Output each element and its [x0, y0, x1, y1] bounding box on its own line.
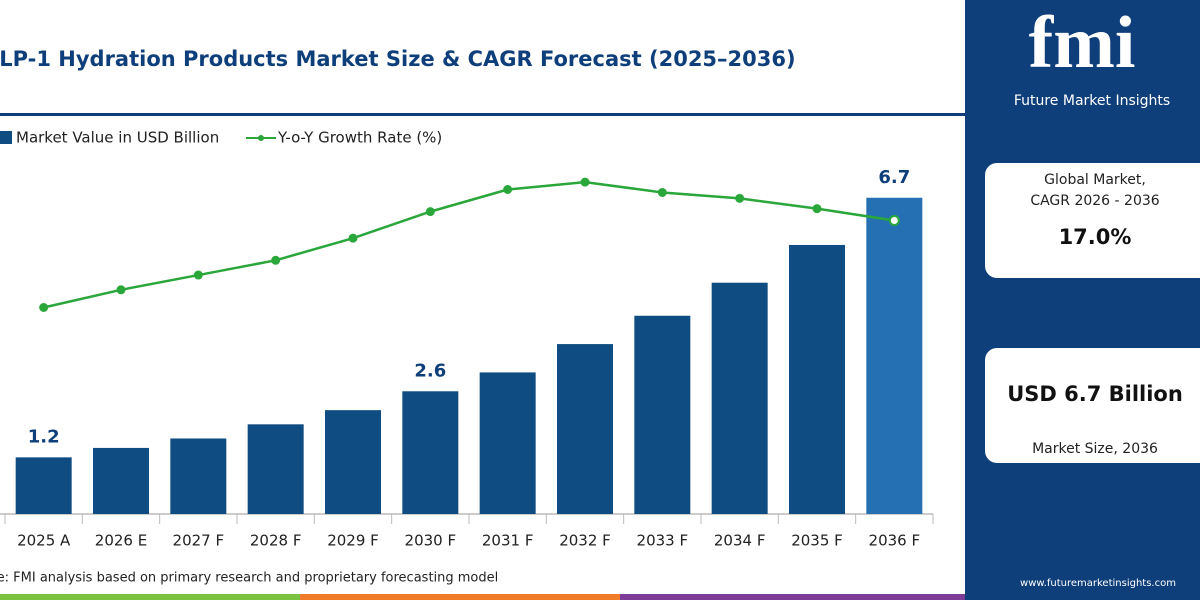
x-tick-label: 2025 A — [17, 532, 71, 550]
growth-point — [425, 207, 435, 217]
brand-logo: fmi — [1029, 2, 1136, 84]
bar — [711, 282, 768, 514]
card — [985, 163, 1200, 278]
card-label: CAGR 2026 - 2036 — [1030, 193, 1159, 209]
card-value: USD 6.7 Billion — [1007, 382, 1183, 406]
x-tick-label: 2035 F — [791, 532, 843, 550]
data-label: 6.7 — [878, 167, 910, 188]
card-value: 17.0% — [1059, 225, 1132, 249]
card — [985, 348, 1200, 463]
growth-line — [43, 180, 895, 309]
growth-point — [657, 187, 667, 197]
growth-point — [580, 177, 590, 187]
growth-point — [735, 193, 745, 203]
bar — [15, 457, 72, 514]
strip — [620, 594, 965, 600]
x-tick-label: 2033 F — [637, 532, 689, 550]
growth-point — [348, 233, 358, 243]
growth-point — [116, 285, 126, 295]
data-label: 1.2 — [28, 426, 60, 447]
bar — [866, 197, 923, 514]
legend-label: Y-o-Y Growth Rate (%) — [277, 129, 442, 147]
growth-point — [812, 204, 822, 214]
growth-point — [271, 255, 281, 265]
growth-point — [888, 214, 900, 226]
source-note: Source: FMI analysis based on primary re… — [0, 571, 498, 586]
x-tick-label: 2034 F — [714, 532, 766, 550]
growth-point — [193, 270, 203, 280]
bar — [557, 344, 613, 514]
growth-point — [503, 185, 513, 194]
chart-title: GLP-1 Hydration Products Market Size & C… — [0, 47, 796, 71]
card-label: Global Market, — [1044, 172, 1146, 188]
website: www.futuremarketinsights.com — [1020, 578, 1176, 589]
x-tick-label: 2031 F — [482, 532, 534, 550]
bar — [479, 372, 536, 514]
x-tick-label: 2032 F — [559, 532, 611, 550]
side-panel — [965, 0, 1200, 600]
bar — [634, 315, 691, 514]
x-tick-label: 2027 F — [173, 532, 225, 550]
bar — [93, 447, 149, 514]
x-tick-label: 2028 F — [250, 532, 302, 550]
legend-dot — [258, 135, 264, 141]
bar — [402, 391, 459, 514]
bar — [247, 424, 304, 514]
strip — [300, 594, 620, 600]
bar — [789, 244, 845, 514]
bar — [170, 438, 227, 514]
legend-swatch — [0, 131, 12, 144]
brand-name: Future Market Insights — [1014, 93, 1170, 109]
x-tick-label: 2036 F — [869, 532, 921, 550]
growth-point — [39, 303, 49, 312]
legend-label: Market Value in USD Billion — [16, 129, 219, 147]
bar — [325, 410, 381, 514]
data-label: 2.6 — [414, 360, 446, 381]
x-tick-label: 2026 E — [95, 532, 147, 550]
title-rule — [0, 113, 965, 116]
x-tick-label: 2030 F — [405, 532, 457, 550]
strip — [0, 594, 300, 600]
card-label: Market Size, 2036 — [1032, 441, 1158, 457]
x-tick-label: 2029 F — [327, 532, 379, 550]
